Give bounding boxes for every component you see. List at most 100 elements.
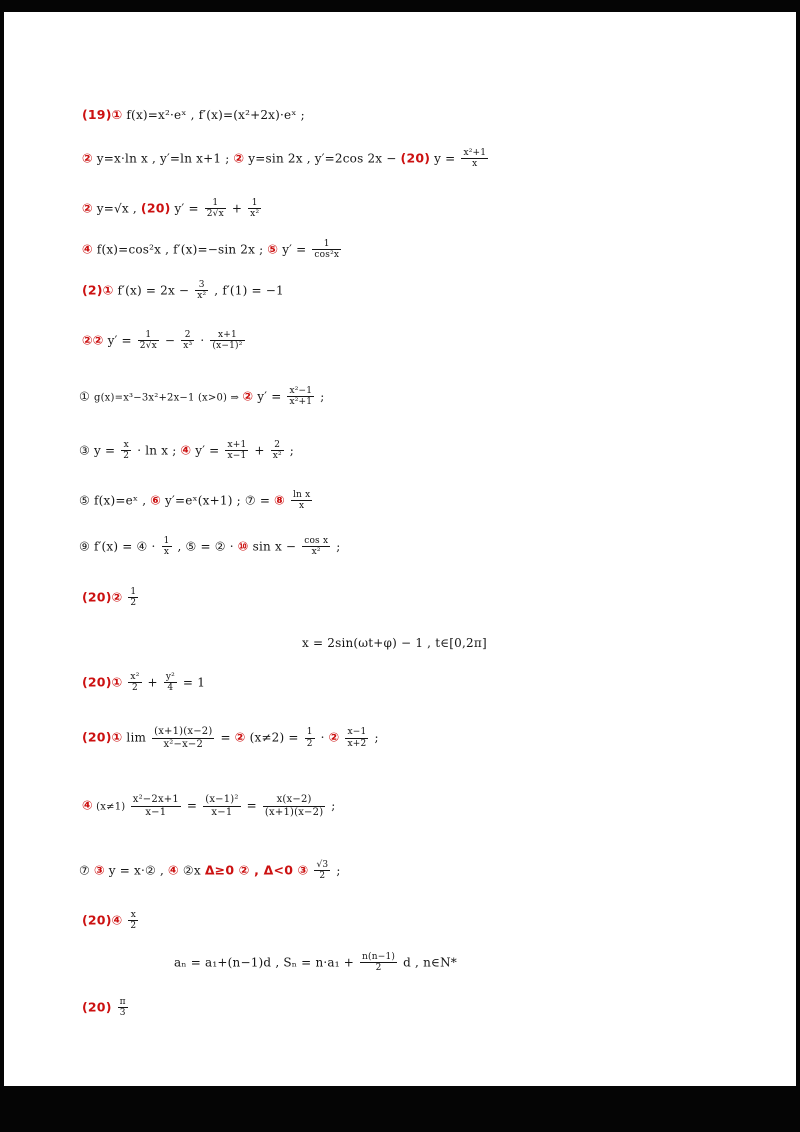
page-border-bottom: [0, 1086, 800, 1132]
formula-text: ⑦: [79, 863, 94, 878]
fraction: cos x x²: [302, 536, 331, 558]
fraction: 1 cos²x: [312, 239, 342, 261]
formula-text: lim: [122, 730, 151, 745]
formula-text: +: [143, 675, 162, 690]
formula-line-16: ⑦ ③ y = x·② , ④ ②x Δ≥0 ② , Δ<0 ③ √3 2 ;: [79, 860, 341, 882]
annotation-label: ②②: [82, 332, 104, 348]
fraction: x(x−2) (x+1)(x−2): [262, 794, 326, 818]
formula-text: ;: [316, 389, 325, 404]
formula-text: y = x·② ,: [104, 863, 169, 878]
fraction: x−1 x+2: [345, 727, 369, 749]
formula-text: g(x)=x³−3x²+2x−1 (x>0) ⇒: [93, 392, 243, 404]
annotation-label: ④: [180, 442, 192, 458]
formula-text: ·: [316, 730, 329, 745]
annotation-label: (20)④: [82, 912, 123, 928]
formula-text: = 1: [178, 675, 206, 690]
page-border-top: [0, 0, 800, 12]
formula-text: y=√x ,: [92, 201, 141, 216]
annotation-label: ⑩: [237, 538, 249, 554]
formula-text: +: [250, 443, 269, 458]
formula-text: [122, 913, 126, 927]
formula-text: aₙ = a₁+(n−1)d , Sₙ = n·a₁ +: [174, 955, 359, 970]
page-border-left: [0, 0, 4, 1132]
fraction: √3 2: [314, 860, 331, 882]
formula-text: [308, 863, 312, 877]
annotation-label: (20): [82, 999, 112, 1015]
formula-text: (x≠1): [92, 801, 129, 813]
formula-text: ;: [332, 863, 341, 878]
fraction: x²−1 x²+1: [287, 386, 315, 408]
formula-text: , ⑤ = ② ·: [173, 539, 238, 554]
formula-text: =: [182, 798, 202, 813]
formula-text: ⑤ f(x)=eˣ ,: [79, 493, 151, 508]
annotation-label: ②: [82, 150, 93, 166]
formula-text: [122, 590, 126, 604]
formula-line-5: (2)① f′(x) = 2x − 3 x² , f′(1) = −1: [82, 280, 284, 302]
formula-text: ②x: [178, 863, 205, 878]
formula-text: y′ =: [278, 242, 311, 257]
formula-line-14: (20)① lim (x+1)(x−2) x²−x−2 = ② (x≠2) = 1…: [82, 726, 379, 750]
annotation-label: ②: [242, 388, 254, 404]
document-page: (19)① f(x)=x²·eˣ , f′(x)=(x²+2x)·eˣ ; ② y…: [4, 12, 796, 1086]
formula-text: ①: [79, 389, 94, 404]
formula-text: y′ =: [253, 389, 286, 404]
formula-text: [112, 1000, 116, 1014]
formula-line-3: ② y=√x , (20) y′ = 1 2√x + 1 x²: [82, 198, 263, 220]
formula-text: ⑨ f′(x) = ④ ·: [79, 539, 160, 554]
formula-text: , f′(1) = −1: [210, 283, 284, 298]
annotation-label: ③: [93, 862, 105, 878]
formula-line-13: (20)① x² 2 + y² 4 = 1: [82, 672, 205, 694]
formula-line-7: ① g(x)=x³−3x²+2x−1 (x>0) ⇒ ② y′ = x²−1 x²…: [79, 386, 325, 408]
annotation-label: Δ≥0 ② , Δ<0 ③: [204, 862, 309, 878]
annotation-label: ②: [234, 729, 246, 745]
formula-text: −: [160, 333, 180, 348]
formula-text: y=sin 2x , y′=2cos 2x −: [244, 151, 401, 166]
page-border-right: [796, 0, 800, 1132]
formula-text: +: [227, 201, 247, 216]
annotation-label: ⑤: [267, 241, 279, 257]
annotation-label: (2)①: [82, 282, 114, 298]
annotation-label: (20): [400, 150, 431, 166]
annotation-label: ②: [328, 729, 340, 745]
formula-text: y′ =: [191, 443, 224, 458]
formula-text: y′ =: [170, 201, 203, 216]
annotation-label: ②: [233, 150, 245, 166]
formula-text: ;: [332, 539, 341, 554]
annotation-label: ②: [82, 200, 93, 216]
formula-text: ;: [327, 798, 336, 813]
formula-line-2: ② y=x·ln x , y′=ln x+1 ; ② y=sin 2x , y′…: [82, 148, 490, 170]
formula-text: y′=eˣ(x+1) ; ⑦ =: [161, 493, 275, 508]
annotation-label: (20)①: [82, 674, 123, 690]
formula-text: f(x)=x²·eˣ , f′(x)=(x²+2x)·eˣ ;: [122, 108, 305, 122]
formula-text: · ln x ;: [133, 443, 181, 458]
fraction: n(n−1) 2: [360, 952, 398, 974]
formula-text: d , n∈N*: [399, 955, 457, 970]
annotation-label: (20): [140, 200, 171, 216]
formula-line-18: aₙ = a₁+(n−1)d , Sₙ = n·a₁ + n(n−1) 2 d ,…: [174, 952, 457, 974]
formula-text: f′(x) = 2x −: [113, 283, 194, 298]
annotation-label: ⑥: [150, 492, 162, 508]
annotation-label: (20)①: [82, 729, 123, 745]
formula-text: ;: [285, 443, 295, 458]
formula-text: x = 2sin(ωt+φ) − 1 , t∈[0,2π]: [302, 636, 487, 650]
formula-text: =: [242, 798, 261, 813]
formula-text: (x≠2) =: [245, 730, 303, 745]
formula-line-6: ②② y′ = 1 2√x − 2 x³ · x+1 (x−1)²: [82, 330, 247, 352]
formula-text: [339, 731, 343, 745]
formula-text: [285, 493, 289, 507]
annotation-label: (20)②: [82, 589, 123, 605]
formula-text: y′ =: [103, 333, 136, 348]
fraction: (x−1)² x−1: [203, 794, 241, 818]
